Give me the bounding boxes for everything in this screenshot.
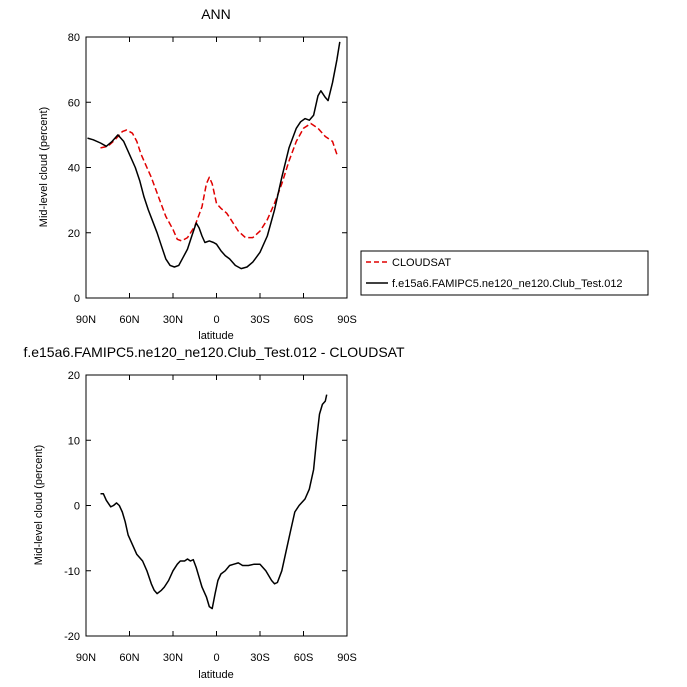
x-tick-label: 0	[213, 314, 219, 326]
top-y-axis-label: Mid-level cloud (percent)	[38, 107, 50, 227]
y-tick-label: 80	[68, 32, 80, 44]
top-plot-frame	[85, 36, 348, 299]
top-series-lines	[87, 41, 341, 270]
model-line	[87, 41, 341, 270]
x-tick-label: 90S	[337, 652, 357, 664]
bottom-chart-title: f.e15a6.FAMIPC5.ne120_ne120.Club_Test.01…	[23, 344, 405, 360]
bottom-y-axis-label: Mid-level cloud (percent)	[33, 445, 45, 565]
x-tick-label: 30N	[163, 652, 183, 664]
top-axis-ticks	[85, 36, 348, 299]
bottom-x-axis-label: latitude	[198, 669, 233, 681]
top-panel: ANN 0 20 40 60 80 90N 60N 30N 0 30S 60S 90S latitu…	[38, 6, 357, 342]
x-tick-label: 90N	[76, 314, 96, 326]
top-x-axis-label: latitude	[198, 330, 233, 342]
x-tick-label: 30N	[163, 314, 183, 326]
x-tick-label: 60S	[294, 652, 314, 664]
bottom-series-lines	[100, 394, 328, 610]
y-tick-label: 20	[68, 228, 80, 240]
bottom-panel: f.e15a6.FAMIPC5.ne120_ne120.Club_Test.01…	[23, 344, 405, 681]
top-chart-title: ANN	[201, 6, 231, 22]
legend-label-cloudsat: CLOUDSAT	[392, 257, 451, 269]
x-tick-label: 60N	[119, 314, 139, 326]
legend-label-model: f.e15a6.FAMIPC5.ne120_ne120.Club_Test.01…	[392, 278, 623, 290]
y-tick-label: 20	[68, 370, 80, 382]
x-tick-label: 90S	[337, 314, 357, 326]
cloudsat-line	[100, 122, 338, 242]
x-tick-label: 90N	[76, 652, 96, 664]
y-tick-label: -20	[64, 631, 80, 643]
x-tick-label: 30S	[250, 652, 270, 664]
bottom-x-tick-labels: 90N 60N 30N 0 30S 60S 90S	[76, 652, 357, 664]
x-tick-label: 30S	[250, 314, 270, 326]
difference-line	[100, 394, 328, 610]
bottom-axis-ticks	[85, 374, 348, 637]
y-tick-label: -10	[64, 566, 80, 578]
top-y-tick-labels: 0 20 40 60 80	[68, 32, 80, 305]
y-tick-label: 0	[74, 501, 80, 513]
top-x-tick-labels: 90N 60N 30N 0 30S 60S 90S	[76, 314, 357, 326]
legend: CLOUDSAT f.e15a6.FAMIPC5.ne120_ne120.Clu…	[360, 250, 649, 296]
x-tick-label: 60N	[119, 652, 139, 664]
y-tick-label: 0	[74, 293, 80, 305]
y-tick-label: 40	[68, 163, 80, 175]
bottom-y-tick-labels: -20 -10 0 10 20	[64, 370, 80, 643]
y-tick-label: 60	[68, 97, 80, 109]
x-tick-label: 0	[213, 652, 219, 664]
x-tick-label: 60S	[294, 314, 314, 326]
y-tick-label: 10	[68, 435, 80, 447]
bottom-plot-frame	[85, 374, 348, 637]
legend-box	[360, 250, 649, 296]
